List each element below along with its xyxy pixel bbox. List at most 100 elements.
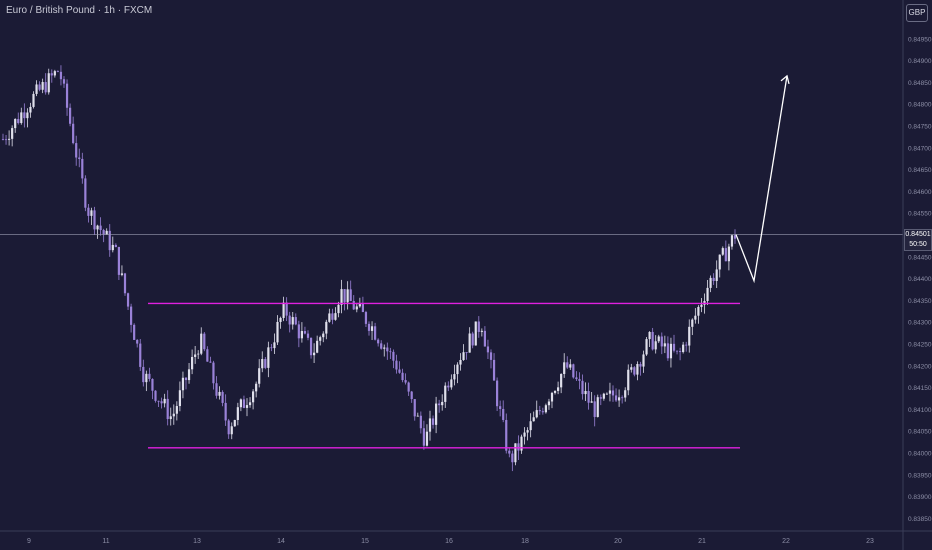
candle-body	[184, 377, 188, 381]
candle-body	[44, 82, 47, 93]
candle-body	[297, 324, 300, 339]
candle-body	[349, 289, 352, 301]
candle-body	[730, 235, 734, 247]
candle-body	[669, 343, 673, 359]
candle-body	[352, 300, 355, 310]
candle-body	[139, 343, 142, 367]
candle-body	[599, 397, 602, 399]
candle-body	[319, 337, 322, 341]
candle-body	[230, 426, 233, 435]
candle-body	[645, 339, 648, 355]
candle-body	[133, 324, 136, 340]
candle-body	[355, 306, 358, 310]
candle-body	[459, 360, 462, 365]
candle-body	[380, 343, 383, 349]
candle-body	[291, 317, 294, 325]
candle-body	[456, 364, 459, 375]
y-tick-label: 0.84400	[908, 276, 932, 283]
candle-body	[47, 73, 50, 93]
candle-body	[682, 344, 685, 353]
candle-body	[663, 343, 666, 347]
candle-body	[35, 84, 38, 94]
candle-body	[438, 403, 441, 406]
candle-body	[431, 418, 435, 425]
candle-body	[276, 321, 279, 343]
candle-body	[20, 112, 23, 124]
candle-body	[505, 419, 508, 451]
candle-body	[282, 302, 285, 318]
candle-body	[160, 401, 163, 404]
candle-body	[1, 139, 5, 140]
candle-body	[72, 123, 75, 144]
candle-body	[62, 79, 66, 84]
candle-body	[471, 333, 474, 346]
candle-body	[114, 244, 117, 247]
candle-body	[596, 397, 599, 417]
y-tick-label: 0.84100	[908, 407, 932, 414]
candle-body	[715, 269, 718, 282]
candle-body	[636, 364, 639, 375]
candle-body	[169, 416, 172, 420]
bar-countdown-label: 50:50	[909, 241, 927, 248]
candle-body	[29, 106, 32, 113]
candle-body	[224, 402, 227, 421]
candle-body	[724, 248, 727, 262]
x-tick-label: 14	[277, 538, 285, 545]
candle-body	[50, 73, 53, 76]
candle-body	[691, 319, 694, 327]
candle-body	[242, 399, 246, 408]
candle-body	[14, 118, 17, 129]
candle-body	[639, 364, 642, 367]
candle-body	[553, 390, 557, 393]
candle-body	[172, 413, 175, 417]
candle-body	[322, 333, 325, 338]
levels-layer	[0, 74, 903, 449]
candle-body	[560, 373, 563, 388]
candle-body	[99, 225, 102, 231]
candle-body	[377, 339, 380, 344]
candle-body	[148, 373, 151, 379]
candle-body	[181, 377, 185, 391]
candle-body	[483, 330, 486, 347]
candle-body	[435, 403, 438, 425]
candle-body	[325, 321, 328, 334]
candle-body	[410, 391, 413, 400]
candle-body	[78, 157, 81, 159]
candle-body	[102, 230, 105, 235]
candle-body	[605, 393, 608, 395]
candle-body	[688, 326, 691, 346]
candle-body	[614, 395, 618, 401]
candle-body	[111, 244, 114, 251]
candle-body	[264, 359, 267, 368]
candle-body	[81, 158, 84, 179]
candle-body	[694, 315, 697, 320]
candle-body	[358, 303, 361, 307]
candle-body	[428, 418, 432, 432]
candle-body	[23, 112, 26, 119]
candle-body	[441, 401, 444, 406]
candle-body	[203, 333, 206, 350]
candle-body	[245, 405, 249, 408]
candle-body	[65, 83, 69, 108]
candle-body	[407, 382, 410, 392]
candle-body	[496, 380, 499, 407]
candle-body	[718, 254, 721, 270]
chart-title: Euro / British Pound · 1h · FXCM	[6, 5, 153, 16]
y-tick-label: 0.84950	[908, 36, 932, 43]
candle-body	[511, 453, 514, 463]
candle-body	[523, 432, 526, 437]
candle-body	[105, 230, 108, 235]
y-tick-label: 0.84050	[908, 429, 932, 436]
candle-body	[288, 315, 291, 325]
candle-body	[227, 420, 230, 435]
currency-button[interactable]: GBP	[906, 4, 928, 22]
y-tick-label: 0.84650	[908, 167, 932, 174]
candle-body	[630, 367, 633, 370]
candle-body	[398, 369, 401, 373]
candle-body	[209, 361, 212, 363]
candle-body	[608, 390, 612, 394]
candle-body	[300, 331, 303, 339]
candle-body	[328, 313, 331, 322]
